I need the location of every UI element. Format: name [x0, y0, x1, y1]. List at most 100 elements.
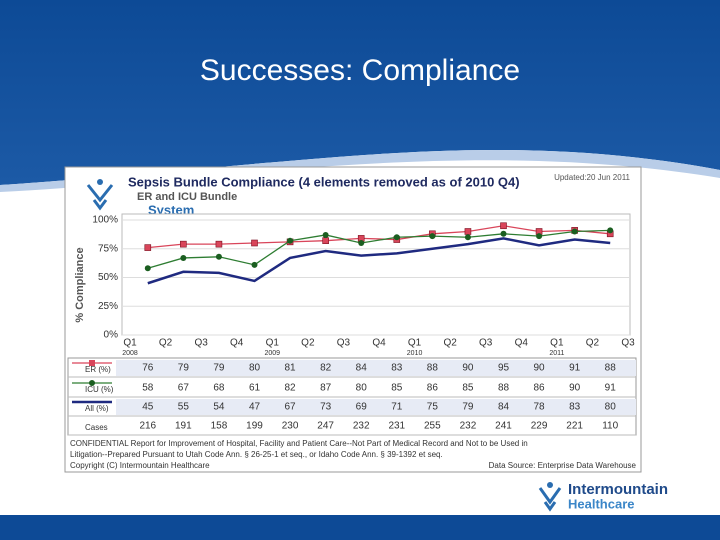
table-cell: 80 [356, 383, 368, 394]
y-tick-label: 100% [92, 215, 118, 226]
marker [464, 234, 471, 241]
table-cell: 95 [498, 363, 510, 374]
y-tick-label: 50% [98, 272, 118, 283]
table-cell: 80 [249, 363, 261, 374]
marker [215, 240, 223, 248]
series-line [147, 229, 611, 269]
marker [144, 244, 152, 251]
updated: Updated:20 Jun 2011 [554, 173, 630, 182]
y-tick-label: 25% [98, 301, 118, 312]
table-cell: 232 [460, 421, 477, 432]
table-cell: 58 [142, 383, 154, 394]
table-cell: 91 [569, 363, 581, 374]
series-line [147, 225, 611, 249]
year-label: 2008 [122, 350, 138, 357]
table-cell: 88 [605, 363, 617, 374]
table-cell: 84 [498, 402, 510, 413]
table-cell: 86 [534, 383, 546, 394]
marker [251, 261, 258, 268]
table-cell: 247 [317, 421, 334, 432]
table-cell: 47 [249, 402, 261, 413]
marker [464, 228, 472, 235]
footer-line: Litigation--Prepared Pursuant to Utah Co… [70, 450, 443, 459]
table-cell: 81 [285, 363, 297, 374]
x-tick-label: Q4 [372, 338, 386, 349]
table-row [116, 399, 636, 415]
table-cell: 88 [427, 363, 439, 374]
y-tick-label: 75% [98, 243, 118, 254]
table-cell: 54 [213, 402, 225, 413]
source: Data Source: Enterprise Data Warehouse [489, 461, 637, 470]
table-cell: 76 [142, 363, 154, 374]
chart-subtitle: ER and ICU Bundle [137, 191, 237, 203]
marker [500, 222, 507, 230]
table-cell: 90 [462, 363, 474, 374]
table-cell: 84 [356, 363, 368, 374]
x-tick-label: Q4 [515, 338, 529, 349]
table-cell: 90 [569, 383, 581, 394]
table-cell: 83 [569, 402, 581, 413]
marker [251, 239, 258, 247]
table-cell: 230 [282, 421, 299, 432]
x-tick-label: Q4 [230, 338, 244, 349]
brand-name: Intermountain [568, 481, 668, 498]
x-tick-label: Q1 [266, 338, 280, 349]
table-cell: 78 [534, 402, 546, 413]
table-cell: 232 [353, 421, 370, 432]
table-cell: 71 [391, 402, 403, 413]
table-cell: 221 [566, 421, 583, 432]
table-cell: 91 [605, 383, 617, 394]
row-label: ICU (%) [85, 385, 114, 394]
x-tick-label: Q1 [408, 338, 422, 349]
marker [144, 265, 151, 272]
table-cell: 82 [285, 383, 297, 394]
marker [287, 237, 294, 244]
table-cell: 191 [175, 421, 192, 432]
footer-line: CONFIDENTIAL Report for Improvement of H… [70, 439, 528, 448]
marker [571, 228, 578, 235]
marker [215, 253, 222, 260]
brand-logo [538, 482, 562, 512]
table-cell: 75 [427, 402, 439, 413]
table-cell: 55 [178, 402, 190, 413]
table-cell: 82 [320, 363, 332, 374]
year-label: 2011 [549, 350, 564, 357]
marker [393, 234, 400, 241]
marker [358, 240, 365, 246]
table-cell: 216 [139, 421, 156, 432]
year-label: 2009 [264, 350, 280, 357]
table-cell: 110 [602, 421, 618, 432]
table-cell: 90 [534, 363, 546, 374]
table-cell: 86 [427, 383, 439, 394]
table-cell: 229 [531, 421, 548, 432]
table-cell: 85 [462, 383, 474, 394]
footer-band [0, 515, 720, 540]
footer-line: Copyright (C) Intermountain Healthcare [70, 461, 210, 470]
x-tick-label: Q3 [479, 338, 493, 349]
table-cell: 67 [285, 402, 297, 413]
brand-name: Healthcare [568, 496, 634, 511]
table-cell: 45 [142, 402, 154, 413]
marker [322, 231, 329, 238]
x-tick-label: Q3 [621, 338, 635, 349]
x-tick-label: Q2 [443, 338, 457, 349]
table-cell: 67 [178, 383, 190, 394]
table-cell: 69 [356, 402, 368, 413]
table-cell: 88 [498, 383, 510, 394]
row-label: Cases [85, 423, 108, 432]
table-row [116, 360, 636, 376]
table-cell: 68 [213, 383, 225, 394]
x-tick-label: Q1 [123, 338, 137, 349]
table-cell: 158 [211, 421, 228, 432]
chart-title: Sepsis Bundle Compliance (4 elements rem… [128, 174, 520, 189]
marker [180, 240, 187, 248]
marker [429, 233, 436, 240]
marker [500, 230, 507, 237]
x-tick-label: Q3 [337, 338, 351, 349]
series-line [147, 237, 611, 285]
table-cell: 79 [178, 363, 190, 374]
marker [180, 254, 187, 261]
table-cell: 199 [246, 421, 263, 432]
table-cell: 85 [391, 383, 403, 394]
